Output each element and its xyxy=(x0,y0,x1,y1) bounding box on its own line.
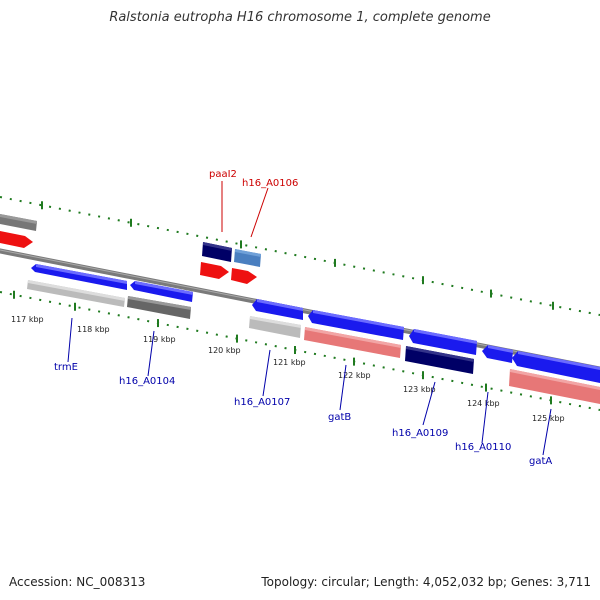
gene-h16-a0107[interactable] xyxy=(252,299,303,320)
topology-summary: Topology: circular; Length: 4,052,032 bp… xyxy=(261,575,591,589)
gene-h16-a0104[interactable] xyxy=(130,281,193,302)
feature-paai2[interactable] xyxy=(202,242,232,262)
gene-gata[interactable] xyxy=(512,351,600,383)
gene-label-h16-a0110[interactable]: h16_A0110 xyxy=(455,442,511,453)
feature-red-1[interactable] xyxy=(200,262,229,279)
cds-gatb[interactable] xyxy=(304,327,401,358)
tick-label: 125 kbp xyxy=(532,414,565,423)
gene-trme[interactable] xyxy=(31,264,127,290)
gene-label-h16-a0109[interactable]: h16_A0109 xyxy=(392,428,448,439)
gene-label-gatb[interactable]: gatB xyxy=(328,412,351,423)
accession-label: Accession: NC_008313 xyxy=(9,575,146,589)
inner-gene-labels: trmE h16_A0104 h16_A0107 gatB h16_A0109 … xyxy=(54,317,552,467)
outer-gene-labels: paaI2 h16_A0106 xyxy=(209,169,298,238)
gene-label-h16-a0106[interactable]: h16_A0106 xyxy=(242,178,298,189)
tick-label: 119 kbp xyxy=(143,335,176,344)
feature-left-red[interactable] xyxy=(0,231,33,248)
tick-label: 117 kbp xyxy=(11,315,44,324)
gene-label-paai2[interactable]: paaI2 xyxy=(209,169,237,180)
cds-trme[interactable] xyxy=(27,280,125,307)
outer-tick-track xyxy=(0,196,600,316)
gene-label-h16-a0107[interactable]: h16_A0107 xyxy=(234,397,290,408)
tick-label: 120 kbp xyxy=(208,346,241,355)
feature-red-2[interactable] xyxy=(231,268,257,284)
tick-label: 122 kbp xyxy=(338,371,371,380)
tick-labels: 117 kbp 118 kbp 119 kbp 120 kbp 121 kbp 122 k… xyxy=(11,315,565,423)
inner-tick-track xyxy=(0,291,600,411)
gene-h16-a0109[interactable] xyxy=(409,329,477,355)
gene-label-trme[interactable]: trmE xyxy=(54,362,78,373)
cds-h16-a0104[interactable] xyxy=(127,296,191,319)
tick-label: 123 kbp xyxy=(403,385,436,394)
cds-h16-a0109[interactable] xyxy=(405,346,474,374)
gene-label-h16-a0104[interactable]: h16_A0104 xyxy=(119,376,175,387)
feature-left-grey[interactable] xyxy=(0,214,37,231)
gene-gatb[interactable] xyxy=(308,310,404,340)
tick-label: 124 kbp xyxy=(467,399,500,408)
feature-h16-a0106[interactable] xyxy=(234,249,261,267)
gene-h16-a0110[interactable] xyxy=(482,345,513,363)
major-ticks xyxy=(13,201,554,405)
cds-h16-a0107[interactable] xyxy=(249,316,301,338)
tick-label: 118 kbp xyxy=(77,325,110,334)
map-title: Ralstonia eutropha H16 chromosome 1, com… xyxy=(109,10,491,25)
gene-label-gata[interactable]: gatA xyxy=(529,456,552,467)
cds-gata[interactable] xyxy=(509,369,600,404)
tick-label: 121 kbp xyxy=(273,358,306,367)
